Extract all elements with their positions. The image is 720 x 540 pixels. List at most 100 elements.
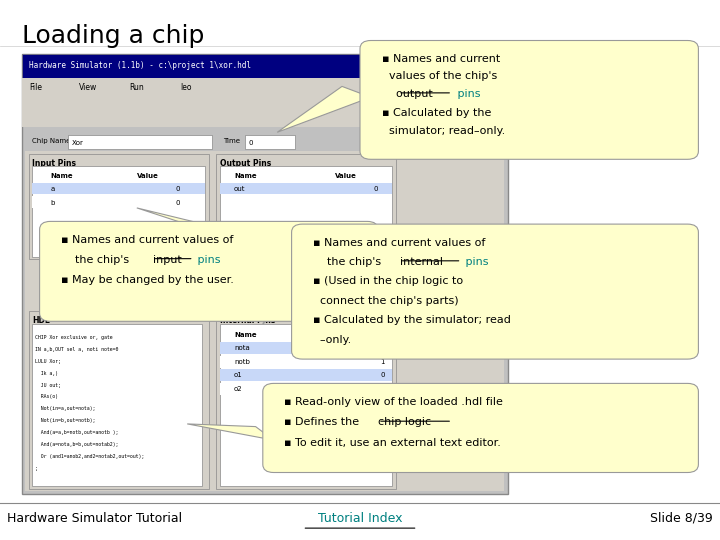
FancyBboxPatch shape xyxy=(32,324,202,486)
Text: 0: 0 xyxy=(381,386,385,392)
Text: 0: 0 xyxy=(381,372,385,379)
FancyBboxPatch shape xyxy=(22,54,508,494)
Text: leo: leo xyxy=(180,83,192,92)
Text: Output Pins: Output Pins xyxy=(220,159,271,168)
Text: the chip's: the chip's xyxy=(320,257,385,267)
Text: View: View xyxy=(79,83,97,92)
Text: Name: Name xyxy=(234,332,256,338)
FancyBboxPatch shape xyxy=(220,342,392,354)
Text: Or (and1=anob2,and2=notab2,out=out);: Or (and1=anob2,and2=notab2,out=out); xyxy=(35,454,144,459)
Text: ▪ Names and current values of: ▪ Names and current values of xyxy=(313,238,485,248)
Polygon shape xyxy=(263,275,302,324)
FancyBboxPatch shape xyxy=(220,356,392,368)
Text: ▪ Names and current: ▪ Names and current xyxy=(382,54,500,64)
Text: File: File xyxy=(29,83,42,92)
Text: Loading a chip: Loading a chip xyxy=(22,24,204,48)
Text: Xor: Xor xyxy=(72,140,84,146)
FancyBboxPatch shape xyxy=(22,94,508,127)
FancyBboxPatch shape xyxy=(486,59,500,77)
FancyBboxPatch shape xyxy=(220,369,392,381)
FancyBboxPatch shape xyxy=(22,78,508,94)
Text: Tutorial Index: Tutorial Index xyxy=(318,512,402,525)
Text: And(a=a,b=notb,out=anotb );: And(a=a,b=notb,out=anotb ); xyxy=(35,430,118,435)
Text: nota: nota xyxy=(234,345,250,352)
Text: 1: 1 xyxy=(381,345,385,352)
Text: pins: pins xyxy=(462,257,489,267)
FancyBboxPatch shape xyxy=(360,40,698,159)
Text: ;: ; xyxy=(35,465,37,471)
FancyBboxPatch shape xyxy=(220,324,392,486)
Text: HDL: HDL xyxy=(32,316,50,325)
Text: Chip Name:: Chip Name: xyxy=(32,138,73,145)
Text: values of the chip's: values of the chip's xyxy=(382,71,497,82)
Text: CHIP Xor exclusive or, gate: CHIP Xor exclusive or, gate xyxy=(35,335,112,340)
FancyBboxPatch shape xyxy=(40,221,378,321)
Text: ▪ To edit it, use an external text editor.: ▪ To edit it, use an external text edito… xyxy=(284,438,501,448)
Text: 0: 0 xyxy=(374,186,378,192)
Text: Name: Name xyxy=(234,172,256,179)
FancyBboxPatch shape xyxy=(29,310,209,489)
Text: notb: notb xyxy=(234,359,250,365)
FancyBboxPatch shape xyxy=(245,135,295,148)
Text: 0: 0 xyxy=(176,199,180,206)
FancyBboxPatch shape xyxy=(468,59,482,77)
Text: Hardware Simulator Tutorial: Hardware Simulator Tutorial xyxy=(7,512,182,525)
FancyBboxPatch shape xyxy=(263,383,698,472)
Text: 1: 1 xyxy=(381,359,385,365)
Text: Ik a,): Ik a,) xyxy=(35,370,58,376)
FancyBboxPatch shape xyxy=(216,154,396,259)
Text: b: b xyxy=(50,199,55,206)
FancyBboxPatch shape xyxy=(450,59,464,77)
Text: –only.: –only. xyxy=(313,335,351,345)
FancyBboxPatch shape xyxy=(32,183,205,194)
Text: pins: pins xyxy=(194,255,221,265)
Text: 0: 0 xyxy=(176,186,180,192)
Text: ▪ May be changed by the user.: ▪ May be changed by the user. xyxy=(61,275,234,286)
Text: Name: Name xyxy=(50,172,73,179)
Text: RAs(o): RAs(o) xyxy=(35,394,58,400)
Text: output: output xyxy=(389,89,433,99)
FancyBboxPatch shape xyxy=(216,310,396,489)
Text: LULU Xor;: LULU Xor; xyxy=(35,359,60,364)
FancyBboxPatch shape xyxy=(29,154,209,259)
FancyBboxPatch shape xyxy=(25,151,504,491)
FancyBboxPatch shape xyxy=(22,54,508,78)
Text: simulator; read–only.: simulator; read–only. xyxy=(382,126,505,136)
Text: Not(in=b,out=notb);: Not(in=b,out=notb); xyxy=(35,418,95,423)
FancyBboxPatch shape xyxy=(68,135,212,148)
FancyBboxPatch shape xyxy=(32,196,205,208)
Text: o1: o1 xyxy=(234,372,243,379)
Text: out: out xyxy=(234,186,246,192)
Text: connect the chip's parts): connect the chip's parts) xyxy=(313,296,459,306)
FancyBboxPatch shape xyxy=(220,183,392,194)
Text: Input Pins: Input Pins xyxy=(32,159,76,168)
Text: Run: Run xyxy=(130,83,144,92)
Text: Not(in=a,out=nota);: Not(in=a,out=nota); xyxy=(35,406,95,411)
Text: o2: o2 xyxy=(234,386,243,392)
Text: ▪ Calculated by the: ▪ Calculated by the xyxy=(382,108,491,118)
Text: JU out;: JU out; xyxy=(35,382,60,388)
Text: Time: Time xyxy=(223,138,240,145)
Text: 0: 0 xyxy=(248,140,253,146)
Text: Slide 8/39: Slide 8/39 xyxy=(650,512,713,525)
Polygon shape xyxy=(137,208,382,284)
Text: pins: pins xyxy=(454,89,480,99)
Text: a: a xyxy=(50,186,55,192)
Text: And(a=nota,b=b,out=notab2);: And(a=nota,b=b,out=notab2); xyxy=(35,442,118,447)
Text: IN a,b,OUT sel a, noti note=0: IN a,b,OUT sel a, noti note=0 xyxy=(35,347,118,352)
Text: Value: Value xyxy=(335,172,356,179)
Text: internal: internal xyxy=(400,257,443,267)
Text: ▪ (Used in the chip logic to: ▪ (Used in the chip logic to xyxy=(313,276,464,287)
Polygon shape xyxy=(187,424,274,440)
Text: input: input xyxy=(153,255,181,265)
Text: ▪ Defines the: ▪ Defines the xyxy=(284,417,363,428)
Text: Value: Value xyxy=(338,332,360,338)
FancyBboxPatch shape xyxy=(32,166,205,256)
Text: Hardware Simulator (1.1b) - c:\project 1\xor.hdl: Hardware Simulator (1.1b) - c:\project 1… xyxy=(29,62,251,70)
FancyBboxPatch shape xyxy=(292,224,698,359)
Polygon shape xyxy=(277,86,371,132)
Text: ▪ Names and current values of: ▪ Names and current values of xyxy=(61,235,233,245)
Text: the chip's: the chip's xyxy=(68,255,133,265)
Text: chip logic: chip logic xyxy=(378,417,431,428)
Text: Value: Value xyxy=(137,172,158,179)
